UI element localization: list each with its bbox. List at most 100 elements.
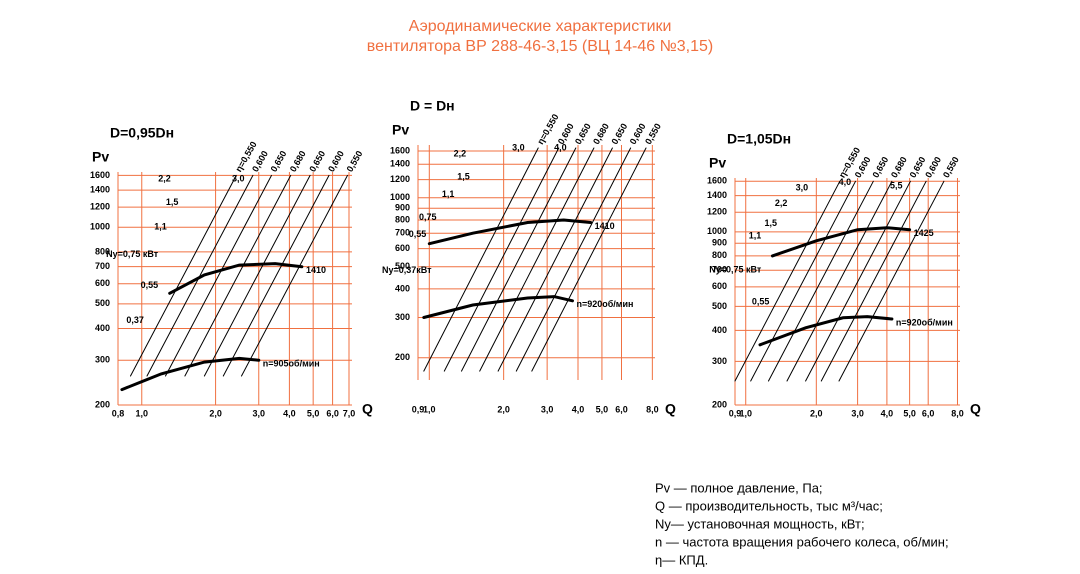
- curve: [146, 174, 254, 377]
- annotation: 1,5: [764, 218, 777, 228]
- x-axis-label: Q: [665, 401, 676, 417]
- y-tick-label: 700: [712, 265, 727, 275]
- curve: [165, 174, 272, 377]
- annotation: 1,5: [457, 172, 470, 182]
- curve: [531, 147, 647, 372]
- annotation: 1,1: [442, 189, 455, 199]
- y-tick-label: 1600: [390, 145, 410, 155]
- annotation: 2,2: [454, 149, 467, 159]
- y-tick-label: 300: [712, 356, 727, 366]
- y-tick-label: 700: [395, 228, 410, 238]
- y-tick-label: 600: [712, 281, 727, 291]
- curve: [479, 147, 595, 372]
- y-tick-label: 800: [712, 250, 727, 260]
- y-tick-label: 1200: [90, 202, 110, 212]
- y-axis-label: Pv: [92, 149, 109, 165]
- x-tick-label: 7,0: [343, 408, 356, 418]
- annotation: Ny=0,75 кВт: [106, 249, 159, 259]
- y-tick-label: 900: [395, 203, 410, 213]
- curve-label: n=920об/мин: [576, 299, 633, 309]
- y-tick-label: 200: [95, 399, 110, 409]
- x-tick-label: 0,8: [112, 408, 125, 418]
- x-tick-label: 4,0: [283, 408, 296, 418]
- annotation: Ny=0,37кВт: [382, 265, 432, 275]
- y-tick-label: 300: [395, 312, 410, 322]
- curve-label: 1425: [914, 228, 934, 238]
- y-tick-label: 700: [95, 261, 110, 271]
- annotation: 5,5: [890, 180, 903, 190]
- y-tick-label: 500: [95, 298, 110, 308]
- annotation: 3,0: [796, 183, 809, 193]
- efficiency-label: 0,650: [269, 149, 289, 174]
- x-tick-label: 6,0: [922, 408, 935, 418]
- page-title: Аэродинамические характеристики: [409, 18, 672, 35]
- curve: [734, 180, 841, 382]
- curve: [786, 180, 893, 382]
- x-tick-label: 3,0: [541, 404, 554, 414]
- y-tick-label: 1400: [390, 159, 410, 169]
- y-axis-label: Pv: [392, 122, 409, 138]
- y-tick-label: 200: [712, 399, 727, 409]
- curve: [130, 174, 237, 377]
- y-tick-label: 400: [395, 283, 410, 293]
- x-tick-label: 8,0: [951, 408, 964, 418]
- curve: [423, 147, 539, 372]
- annotation: 0,75: [419, 212, 437, 222]
- y-tick-label: 1000: [90, 222, 110, 232]
- annotation: 1,5: [166, 197, 179, 207]
- y-tick-label: 1400: [707, 190, 727, 200]
- curve-label: n=920об/мин: [896, 317, 953, 327]
- x-tick-label: 0,9: [729, 408, 742, 418]
- y-tick-label: 1600: [707, 176, 727, 186]
- annotation: 1,1: [154, 222, 167, 232]
- curve: [120, 356, 261, 392]
- x-tick-label: 3,0: [253, 408, 266, 418]
- chart-title: D=0,95Dн: [110, 125, 174, 141]
- y-tick-label: 400: [95, 323, 110, 333]
- note: Pv — полное давление, Па;: [655, 480, 823, 495]
- curve: [168, 262, 304, 295]
- y-tick-label: 600: [95, 278, 110, 288]
- annotation: 3,0: [512, 142, 525, 152]
- efficiency-label: 0,550: [941, 155, 961, 180]
- y-tick-label: 200: [395, 352, 410, 362]
- curve: [422, 295, 574, 319]
- x-axis-label: Q: [970, 401, 981, 417]
- curve: [820, 180, 927, 382]
- note: Q — производительность, тыс м³/час;: [655, 498, 883, 513]
- y-tick-label: 1400: [90, 185, 110, 195]
- x-tick-label: 1,0: [739, 408, 752, 418]
- y-tick-label: 1000: [707, 226, 727, 236]
- curve: [497, 147, 613, 372]
- x-tick-label: 3,0: [851, 408, 864, 418]
- x-axis-label: Q: [362, 401, 373, 417]
- note: n — частота вращения рабочего колеса, об…: [655, 534, 949, 549]
- annotation: 1,1: [749, 231, 762, 241]
- x-tick-label: 2,0: [209, 408, 222, 418]
- curve-label: 1410: [595, 221, 615, 231]
- curve: [427, 218, 593, 246]
- y-tick-label: 800: [395, 214, 410, 224]
- curve: [768, 180, 874, 382]
- chart-title: D = Dн: [410, 98, 455, 114]
- chart-title: D=1,05Dн: [727, 131, 791, 147]
- y-tick-label: 300: [95, 355, 110, 365]
- annotation: Ny=0,75 кВт: [709, 265, 762, 275]
- y-tick-label: 500: [712, 301, 727, 311]
- curve: [203, 174, 311, 377]
- curve: [515, 147, 632, 372]
- efficiency-label: 0,680: [288, 149, 308, 174]
- y-tick-label: 1600: [90, 170, 110, 180]
- y-tick-label: 1200: [707, 207, 727, 217]
- annotation: 3,0: [232, 173, 245, 183]
- curve: [770, 226, 912, 258]
- x-tick-label: 6,0: [615, 404, 628, 414]
- x-tick-label: 0,9: [412, 404, 425, 414]
- efficiency-label: 0,650: [573, 122, 593, 147]
- efficiency-label: 0,600: [923, 155, 943, 180]
- annotation: 0,55: [409, 229, 427, 239]
- page-title: вентилятора ВР 288-46-3,15 (ВЦ 14-46 №3,…: [367, 38, 713, 55]
- annotation: 0,55: [141, 280, 159, 290]
- y-tick-label: 900: [712, 238, 727, 248]
